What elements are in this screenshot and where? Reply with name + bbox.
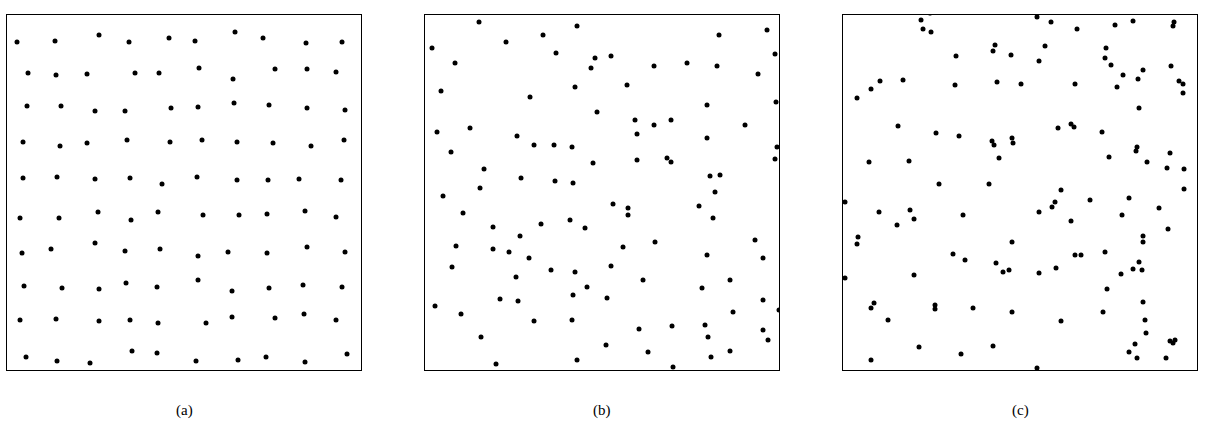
svg-text:(c): (c) [1012, 402, 1029, 419]
svg-text:(b): (b) [593, 402, 611, 419]
svg-text:(a): (a) [176, 402, 193, 419]
